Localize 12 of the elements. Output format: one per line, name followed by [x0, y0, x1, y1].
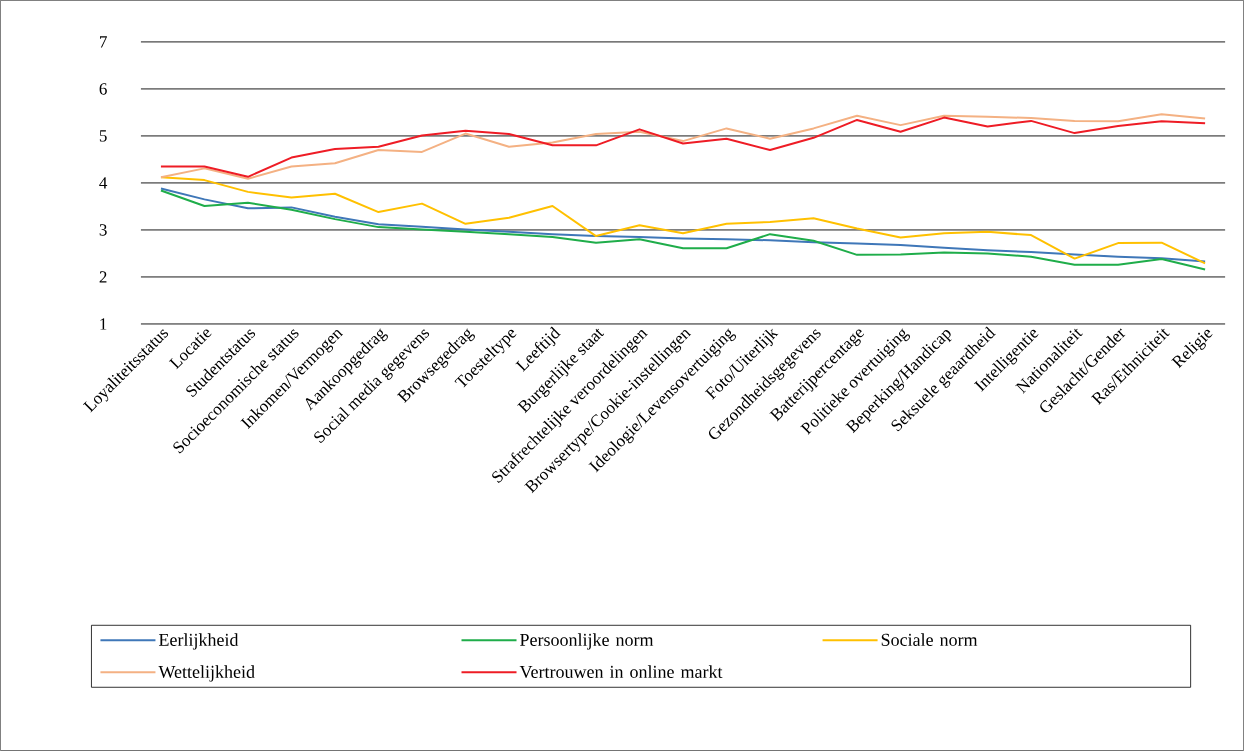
y-tick-label: 6 — [99, 83, 107, 95]
legend-label: Vertrouwen in online markt — [519, 665, 723, 679]
legend-label: Persoonlijke norm — [520, 633, 654, 650]
y-tick-label: 5 — [99, 130, 107, 142]
y-tick-label: 1 — [100, 318, 107, 330]
legend-label: Sociale norm — [881, 633, 978, 646]
y-tick-label: 3 — [99, 224, 107, 236]
legend-label: Eerlijkheid — [158, 633, 239, 650]
y-tick-label: 7 — [100, 36, 107, 48]
y-tick-label: 4 — [99, 177, 108, 189]
y-tick-label: 2 — [99, 271, 107, 283]
legend-label: Wettelijkheid — [158, 665, 255, 682]
